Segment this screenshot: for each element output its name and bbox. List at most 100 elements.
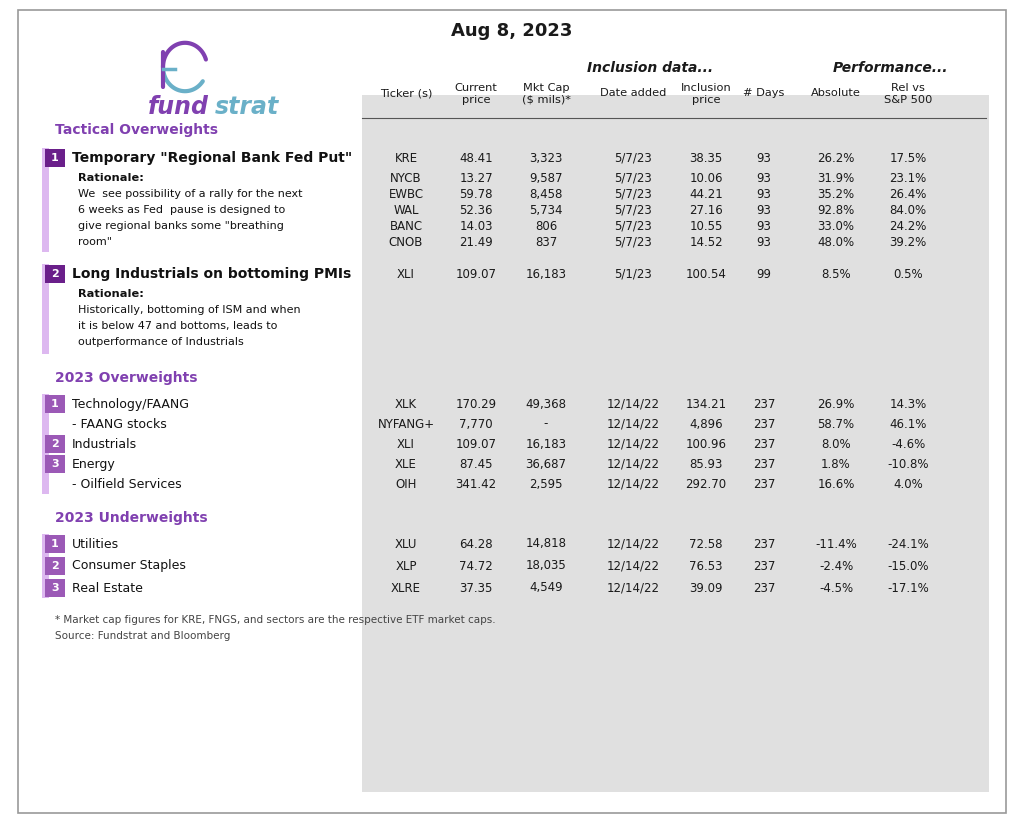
Text: 341.42: 341.42 <box>456 477 497 491</box>
FancyBboxPatch shape <box>45 265 65 283</box>
Text: Energy: Energy <box>72 458 116 471</box>
Text: OIH: OIH <box>395 477 417 491</box>
Text: 12/14/22: 12/14/22 <box>606 582 659 594</box>
Text: 85.93: 85.93 <box>689 458 723 471</box>
Text: 8.5%: 8.5% <box>821 267 851 281</box>
Text: 49,368: 49,368 <box>525 398 566 411</box>
Text: 33.0%: 33.0% <box>817 220 854 233</box>
Text: 12/14/22: 12/14/22 <box>606 560 659 573</box>
Text: 58.7%: 58.7% <box>817 417 855 430</box>
Text: 14.3%: 14.3% <box>890 398 927 411</box>
Text: XLU: XLU <box>395 537 417 551</box>
Text: 237: 237 <box>753 398 775 411</box>
Text: 16.6%: 16.6% <box>817 477 855 491</box>
Text: 92.8%: 92.8% <box>817 203 855 216</box>
Text: We  see possibility of a rally for the next: We see possibility of a rally for the ne… <box>78 189 302 199</box>
Text: 24.2%: 24.2% <box>889 220 927 233</box>
Text: Temporary "Regional Bank Fed Put": Temporary "Regional Bank Fed Put" <box>72 151 352 165</box>
Text: 72.58: 72.58 <box>689 537 723 551</box>
Text: 237: 237 <box>753 458 775 471</box>
Text: 93: 93 <box>757 188 771 201</box>
FancyBboxPatch shape <box>45 557 65 575</box>
FancyBboxPatch shape <box>45 435 65 453</box>
Text: 5/1/23: 5/1/23 <box>614 267 652 281</box>
FancyBboxPatch shape <box>18 10 1006 813</box>
Text: XLI: XLI <box>397 438 415 450</box>
Text: 93: 93 <box>757 151 771 165</box>
Text: WAL: WAL <box>393 203 419 216</box>
Text: fund: fund <box>148 95 209 119</box>
Text: 237: 237 <box>753 438 775 450</box>
Text: 5/7/23: 5/7/23 <box>614 203 652 216</box>
Text: XLE: XLE <box>395 458 417 471</box>
FancyBboxPatch shape <box>362 95 989 792</box>
Text: 12/14/22: 12/14/22 <box>606 537 659 551</box>
Text: 14,818: 14,818 <box>525 537 566 551</box>
Text: 17.5%: 17.5% <box>890 151 927 165</box>
Text: 31.9%: 31.9% <box>817 171 855 184</box>
Text: 27.16: 27.16 <box>689 203 723 216</box>
Text: 237: 237 <box>753 582 775 594</box>
Text: 0.5%: 0.5% <box>893 267 923 281</box>
Text: Inclusion
price: Inclusion price <box>681 83 731 105</box>
Text: Utilities: Utilities <box>72 537 119 551</box>
Text: # Days: # Days <box>743 88 784 98</box>
Text: 93: 93 <box>757 171 771 184</box>
Text: 237: 237 <box>753 537 775 551</box>
Text: 1: 1 <box>51 539 58 549</box>
FancyBboxPatch shape <box>42 534 49 598</box>
Text: -4.5%: -4.5% <box>819 582 853 594</box>
Text: 26.4%: 26.4% <box>889 188 927 201</box>
Text: Real Estate: Real Estate <box>72 582 143 594</box>
Text: strat: strat <box>215 95 280 119</box>
Text: Historically, bottoming of ISM and when: Historically, bottoming of ISM and when <box>78 305 301 315</box>
Text: 36,687: 36,687 <box>525 458 566 471</box>
Text: Technology/FAANG: Technology/FAANG <box>72 398 189 411</box>
Text: 3: 3 <box>51 459 58 469</box>
Text: Absolute: Absolute <box>811 88 861 98</box>
Text: 26.9%: 26.9% <box>817 398 855 411</box>
Text: 7,770: 7,770 <box>459 417 493 430</box>
Text: CNOB: CNOB <box>389 235 423 249</box>
FancyBboxPatch shape <box>45 455 65 473</box>
Text: Rationale:: Rationale: <box>78 173 144 183</box>
Text: 35.2%: 35.2% <box>817 188 855 201</box>
Text: Date added: Date added <box>600 88 667 98</box>
Text: 46.1%: 46.1% <box>889 417 927 430</box>
Text: -2.4%: -2.4% <box>819 560 853 573</box>
Text: 8.0%: 8.0% <box>821 438 851 450</box>
Text: 5/7/23: 5/7/23 <box>614 235 652 249</box>
Text: 2023 Underweights: 2023 Underweights <box>55 511 208 525</box>
Text: XLRE: XLRE <box>391 582 421 594</box>
Text: 9,587: 9,587 <box>529 171 563 184</box>
Text: -15.0%: -15.0% <box>887 560 929 573</box>
Text: EWBC: EWBC <box>388 188 424 201</box>
Text: Consumer Staples: Consumer Staples <box>72 560 186 573</box>
Text: KRE: KRE <box>394 151 418 165</box>
Text: 2,595: 2,595 <box>529 477 563 491</box>
Text: 100.54: 100.54 <box>685 267 726 281</box>
Text: 12/14/22: 12/14/22 <box>606 477 659 491</box>
Text: -4.6%: -4.6% <box>891 438 925 450</box>
Text: 2: 2 <box>51 561 58 571</box>
Text: XLK: XLK <box>395 398 417 411</box>
Text: 6 weeks as Fed  pause is designed to: 6 weeks as Fed pause is designed to <box>78 205 286 215</box>
Text: 99: 99 <box>757 267 771 281</box>
Text: 52.36: 52.36 <box>459 203 493 216</box>
Text: 10.06: 10.06 <box>689 171 723 184</box>
Text: 134.21: 134.21 <box>685 398 727 411</box>
Text: 39.2%: 39.2% <box>890 235 927 249</box>
Text: 76.53: 76.53 <box>689 560 723 573</box>
Text: 23.1%: 23.1% <box>890 171 927 184</box>
Text: 12/14/22: 12/14/22 <box>606 398 659 411</box>
Text: 109.07: 109.07 <box>456 438 497 450</box>
Text: 5/7/23: 5/7/23 <box>614 220 652 233</box>
Text: 3: 3 <box>51 583 58 593</box>
Text: 2: 2 <box>51 439 58 449</box>
FancyBboxPatch shape <box>45 579 65 597</box>
Text: 4.0%: 4.0% <box>893 477 923 491</box>
Text: 2023 Overweights: 2023 Overweights <box>55 371 198 385</box>
Text: 48.41: 48.41 <box>459 151 493 165</box>
Text: Mkt Cap
($ mils)*: Mkt Cap ($ mils)* <box>521 83 570 105</box>
Text: 39.09: 39.09 <box>689 582 723 594</box>
